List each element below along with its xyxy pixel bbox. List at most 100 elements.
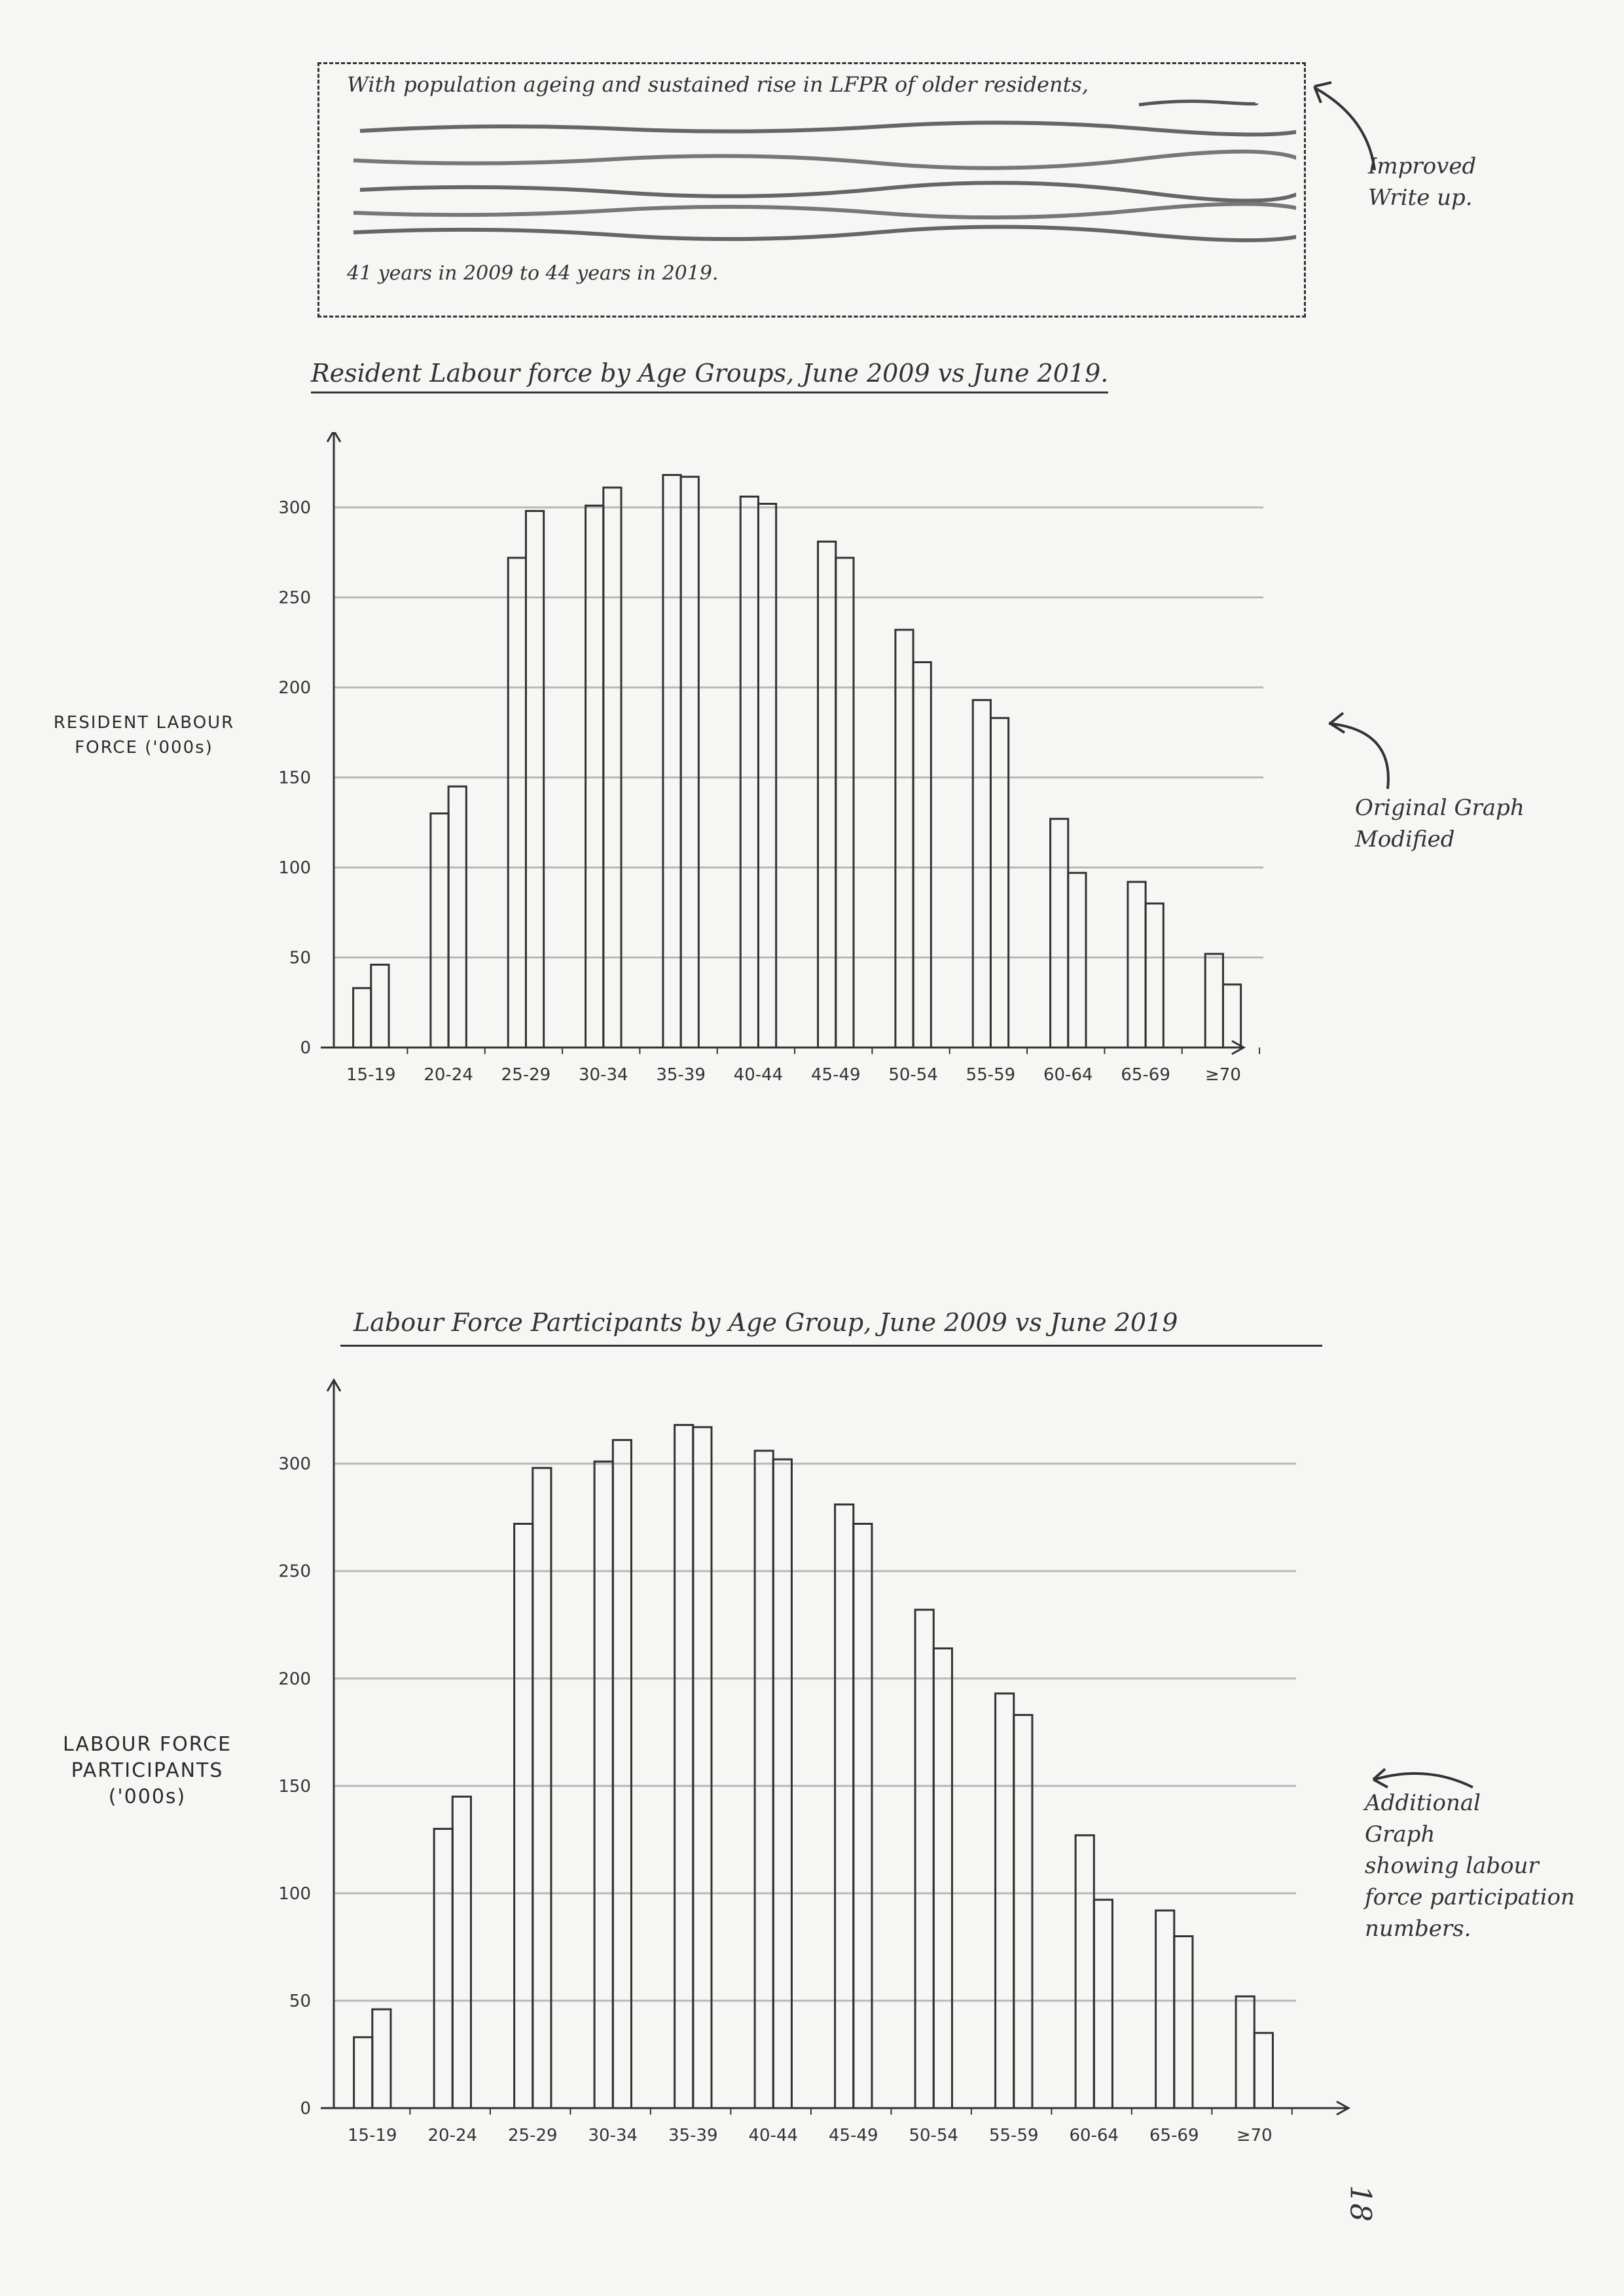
x-tick-label: ≥70 bbox=[1236, 2126, 1272, 2145]
x-tick-label: 25-29 bbox=[501, 1065, 551, 1085]
chart2-title-underline bbox=[340, 1345, 1322, 1347]
bar bbox=[429, 812, 450, 1049]
bar bbox=[989, 717, 1010, 1049]
bar bbox=[1253, 2032, 1274, 2109]
bar bbox=[994, 1692, 1015, 2109]
bar bbox=[602, 486, 623, 1049]
bar bbox=[433, 1827, 454, 2109]
bar bbox=[1067, 871, 1087, 1049]
x-axis-arrow-icon bbox=[1231, 1040, 1246, 1055]
note-scribble-lines bbox=[353, 100, 1296, 242]
y-tick-label: 0 bbox=[300, 1038, 311, 1058]
bar bbox=[1155, 1909, 1176, 2109]
bar bbox=[739, 496, 759, 1049]
chart1-resident-labour-force: 0 50 100 150 200 250 300 15-19 20-24 25-29 30-34 35… bbox=[278, 432, 1263, 1085]
y-tick-label: 200 bbox=[278, 678, 311, 698]
x-tick-label: 20-24 bbox=[424, 1065, 473, 1085]
bar bbox=[1235, 1995, 1255, 2109]
x-tick-label: 15-19 bbox=[348, 2126, 397, 2145]
bar bbox=[353, 2036, 374, 2109]
bar bbox=[1204, 953, 1224, 1049]
y-tick-label: 150 bbox=[278, 769, 311, 788]
bar bbox=[1092, 1899, 1113, 2109]
bar bbox=[912, 661, 932, 1049]
side-note-improved: Improved Write up. bbox=[1368, 153, 1477, 211]
bar bbox=[834, 1503, 855, 2109]
x-axis-arrow-icon bbox=[1336, 2100, 1351, 2116]
bar bbox=[692, 1426, 713, 2109]
bar bbox=[593, 1460, 614, 2109]
bar bbox=[352, 987, 372, 1049]
y-tick-label: 0 bbox=[300, 2099, 311, 2119]
bar bbox=[513, 1523, 534, 2109]
bar bbox=[1074, 1834, 1095, 2109]
x-tick-label: 65-69 bbox=[1121, 1065, 1170, 1085]
x-tick-label: 40-44 bbox=[749, 2126, 799, 2145]
bar bbox=[914, 1609, 935, 2109]
x-tick-label: ≥70 bbox=[1205, 1065, 1241, 1085]
bar bbox=[852, 1523, 873, 2109]
bar bbox=[611, 1439, 632, 2109]
y-tick-label: 300 bbox=[278, 498, 311, 518]
bar bbox=[1049, 818, 1070, 1049]
bar bbox=[932, 1647, 953, 2109]
x-tick-label: 20-24 bbox=[428, 2126, 478, 2145]
y-tick-label: 200 bbox=[278, 1669, 311, 1689]
y-tick-label: 50 bbox=[289, 949, 311, 968]
x-tick-label: 55-59 bbox=[989, 2126, 1039, 2145]
x-tick-label: 55-59 bbox=[966, 1065, 1016, 1085]
bar bbox=[1144, 902, 1164, 1049]
y-tick-label: 100 bbox=[278, 1884, 311, 1904]
bar bbox=[1127, 881, 1147, 1049]
x-tick-label: 50-54 bbox=[888, 1065, 938, 1085]
bar bbox=[674, 1424, 695, 2109]
bar bbox=[524, 510, 545, 1049]
bar bbox=[757, 503, 778, 1049]
x-tick-label: 65-69 bbox=[1149, 2126, 1199, 2145]
y-tick-label: 100 bbox=[278, 858, 311, 878]
side-note-additional-graph: Additional Graph showing labour force pa… bbox=[1365, 1790, 1575, 1942]
bar bbox=[371, 2008, 392, 2109]
bar bbox=[507, 556, 527, 1049]
y-tick-label: 150 bbox=[278, 1777, 311, 1796]
original-arrow-icon bbox=[1328, 712, 1390, 790]
bar bbox=[894, 629, 914, 1049]
y-axis-arrow-icon bbox=[326, 432, 342, 443]
bar bbox=[1013, 1714, 1034, 2109]
bar bbox=[772, 1458, 793, 2109]
chart2-title: Labour Force Participants by Age Group, … bbox=[353, 1308, 1178, 1337]
y-tick-label: 300 bbox=[278, 1455, 311, 1474]
x-tick-label: 35-39 bbox=[668, 2126, 718, 2145]
bar bbox=[679, 475, 700, 1049]
x-tick-label: 40-44 bbox=[734, 1065, 784, 1085]
y-tick-label: 50 bbox=[289, 1992, 311, 2011]
x-tick-label: 60-64 bbox=[1070, 2126, 1119, 2145]
y-tick-label: 250 bbox=[278, 1562, 311, 1582]
x-tick-label: 50-54 bbox=[909, 2126, 959, 2145]
chart2-y-axis-label: LABOUR FORCE PARTICIPANTS ('000s) bbox=[62, 1733, 232, 1808]
bar bbox=[1221, 983, 1242, 1049]
additional-arrow-icon bbox=[1372, 1768, 1473, 1789]
bar bbox=[835, 556, 855, 1049]
page-number: 18 bbox=[1343, 2185, 1377, 2222]
chart1-title: Resident Labour force by Age Groups, Jun… bbox=[311, 359, 1109, 393]
bar bbox=[532, 1467, 552, 2109]
improved-arrow-icon bbox=[1313, 81, 1376, 171]
note-text-top: With population ageing and sustained ris… bbox=[347, 72, 1089, 97]
y-tick-label: 250 bbox=[278, 589, 311, 608]
x-tick-label: 30-34 bbox=[588, 2126, 638, 2145]
x-tick-label: 30-34 bbox=[579, 1065, 628, 1085]
x-tick-label: 15-19 bbox=[346, 1065, 396, 1085]
bar bbox=[817, 540, 837, 1049]
bar bbox=[662, 474, 682, 1049]
bar bbox=[451, 1795, 472, 2109]
bar bbox=[753, 1449, 774, 2109]
bar bbox=[370, 964, 390, 1049]
note-text-bottom: 41 years in 2009 to 44 years in 2019. bbox=[347, 262, 719, 285]
x-tick-label: 35-39 bbox=[656, 1065, 706, 1085]
note-box bbox=[317, 62, 1306, 318]
x-tick-label: 25-29 bbox=[508, 2126, 558, 2145]
chart2-labour-force-participants: 0 50 100 150 200 250 300 15-19 20-24 25-29 30-34 35… bbox=[278, 1378, 1351, 2145]
x-tick-label: 60-64 bbox=[1043, 1065, 1093, 1085]
x-tick-label: 45-49 bbox=[829, 2126, 878, 2145]
